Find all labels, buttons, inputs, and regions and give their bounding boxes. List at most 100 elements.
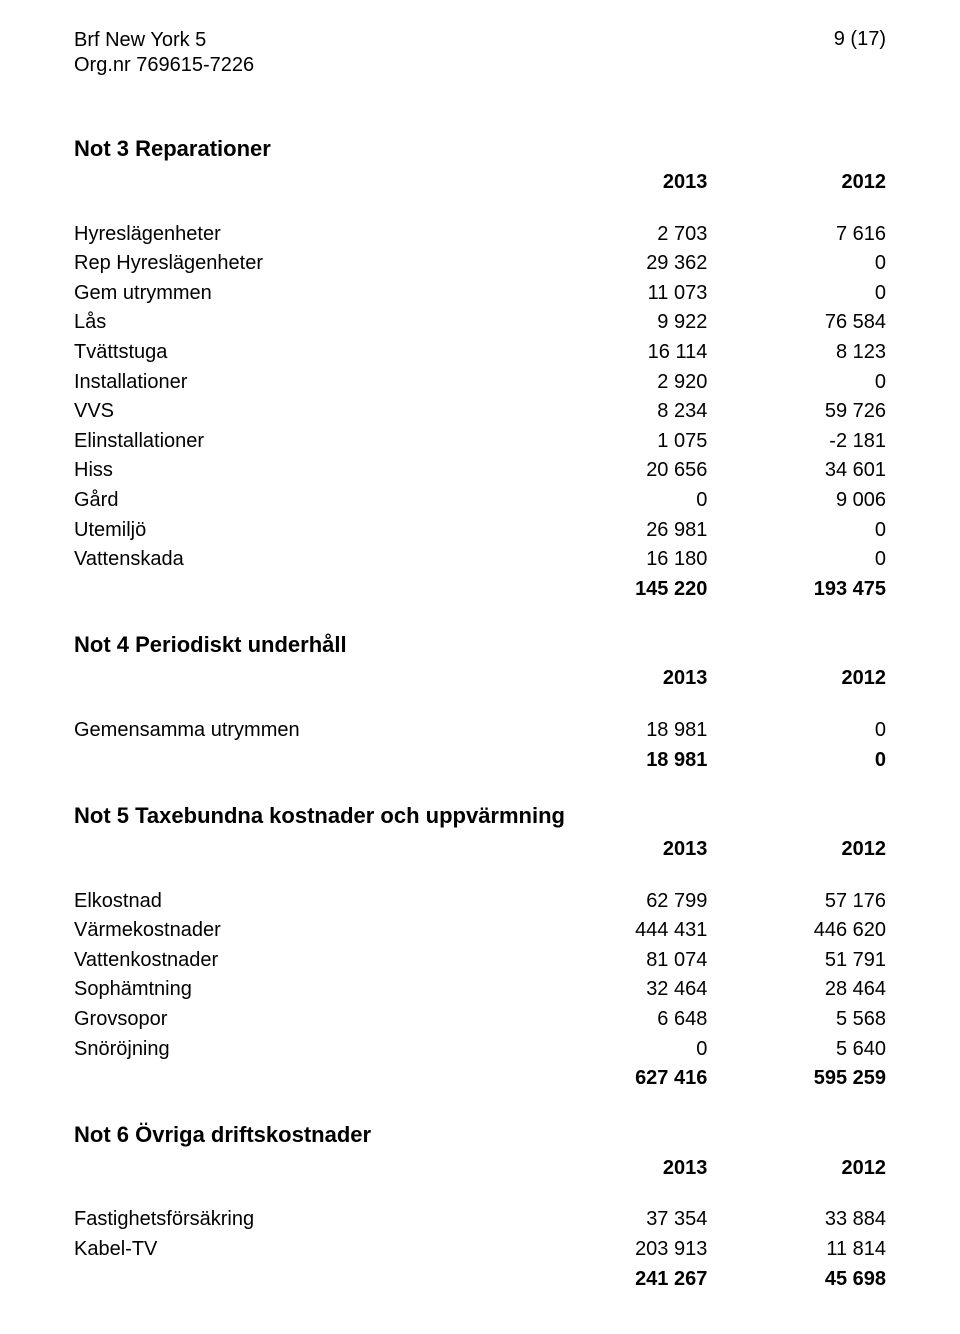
year-col-2: 2012 <box>707 1154 886 1184</box>
table-row: Tvättstuga16 1148 123 <box>74 338 886 368</box>
section-title: Not 5 Taxebundna kostnader och uppvärmni… <box>74 803 886 829</box>
row-value-1: 29 362 <box>529 249 708 279</box>
section-title: Not 3 Reparationer <box>74 136 886 162</box>
row-value-1: 18 981 <box>529 716 708 746</box>
table-row: Utemiljö26 9810 <box>74 516 886 546</box>
org-number: Org.nr 769615-7226 <box>74 53 254 78</box>
table-row: Grovsopor6 6485 568 <box>74 1005 886 1035</box>
row-label: Utemiljö <box>74 516 529 546</box>
row-value-1: 32 464 <box>529 975 708 1005</box>
table-row: VVS8 23459 726 <box>74 397 886 427</box>
empty-cell <box>74 1265 529 1295</box>
total-value-1: 241 267 <box>529 1265 708 1295</box>
table-total-row: 18 9810 <box>74 746 886 776</box>
sections-host: Not 3 Reparationer20132012Hyreslägenhete… <box>74 136 886 1294</box>
table-row: Vattenskada16 1800 <box>74 545 886 575</box>
row-label: Elinstallationer <box>74 427 529 457</box>
year-col-2: 2012 <box>707 168 886 198</box>
year-col-1: 2013 <box>529 664 708 694</box>
section-gap <box>74 775 886 803</box>
row-value-2: 5 568 <box>707 1005 886 1035</box>
company-name: Brf New York 5 <box>74 28 254 53</box>
row-value-1: 8 234 <box>529 397 708 427</box>
table-row: Gem utrymmen11 0730 <box>74 279 886 309</box>
row-value-2: 0 <box>707 545 886 575</box>
financial-table: 20132012Elkostnad62 79957 176Värmekostna… <box>74 835 886 1094</box>
row-label: Rep Hyreslägenheter <box>74 249 529 279</box>
row-value-2: 57 176 <box>707 887 886 917</box>
row-label: Hyreslägenheter <box>74 220 529 250</box>
row-value-2: 28 464 <box>707 975 886 1005</box>
section-title: Not 6 Övriga driftskostnader <box>74 1122 886 1148</box>
row-value-1: 26 981 <box>529 516 708 546</box>
table-years-row: 20132012 <box>74 664 886 694</box>
section-gap <box>74 604 886 632</box>
row-label: Gemensamma utrymmen <box>74 716 529 746</box>
table-total-row: 627 416595 259 <box>74 1064 886 1094</box>
row-value-2: 5 640 <box>707 1035 886 1065</box>
row-value-1: 0 <box>529 1035 708 1065</box>
row-label: Gem utrymmen <box>74 279 529 309</box>
row-value-1: 16 114 <box>529 338 708 368</box>
empty-cell <box>74 664 529 694</box>
table-row: Rep Hyreslägenheter29 3620 <box>74 249 886 279</box>
row-value-2: 8 123 <box>707 338 886 368</box>
empty-cell <box>74 168 529 198</box>
row-label: Kabel-TV <box>74 1235 529 1265</box>
financial-table: 20132012Hyreslägenheter2 7037 616Rep Hyr… <box>74 168 886 604</box>
header-left: Brf New York 5 Org.nr 769615-7226 <box>74 28 254 78</box>
page-number: 9 (17) <box>834 28 886 51</box>
total-value-1: 18 981 <box>529 746 708 776</box>
row-value-2: 34 601 <box>707 456 886 486</box>
spacer-row <box>74 1183 886 1205</box>
total-value-2: 0 <box>707 746 886 776</box>
page-header: Brf New York 5 Org.nr 769615-7226 9 (17) <box>74 28 886 78</box>
row-label: Snöröjning <box>74 1035 529 1065</box>
spacer-row <box>74 865 886 887</box>
empty-cell <box>74 1154 529 1184</box>
spacer-row <box>74 198 886 220</box>
total-value-2: 193 475 <box>707 575 886 605</box>
row-value-1: 9 922 <box>529 308 708 338</box>
row-label: Värmekostnader <box>74 916 529 946</box>
row-value-1: 2 920 <box>529 368 708 398</box>
row-value-1: 11 073 <box>529 279 708 309</box>
page: Brf New York 5 Org.nr 769615-7226 9 (17)… <box>0 0 960 1334</box>
row-label: Sophämtning <box>74 975 529 1005</box>
row-label: VVS <box>74 397 529 427</box>
table-years-row: 20132012 <box>74 168 886 198</box>
row-value-2: 59 726 <box>707 397 886 427</box>
table-row: Hiss20 65634 601 <box>74 456 886 486</box>
total-value-1: 627 416 <box>529 1064 708 1094</box>
row-value-2: 446 620 <box>707 916 886 946</box>
row-label: Hiss <box>74 456 529 486</box>
row-label: Vattenskada <box>74 545 529 575</box>
total-value-2: 45 698 <box>707 1265 886 1295</box>
table-row: Kabel-TV203 91311 814 <box>74 1235 886 1265</box>
row-value-2: 51 791 <box>707 946 886 976</box>
row-value-1: 62 799 <box>529 887 708 917</box>
year-col-1: 2013 <box>529 1154 708 1184</box>
year-col-1: 2013 <box>529 168 708 198</box>
year-col-1: 2013 <box>529 835 708 865</box>
row-value-1: 81 074 <box>529 946 708 976</box>
table-row: Snöröjning05 640 <box>74 1035 886 1065</box>
row-value-2: 0 <box>707 516 886 546</box>
row-value-1: 2 703 <box>529 220 708 250</box>
row-label: Grovsopor <box>74 1005 529 1035</box>
row-value-2: 0 <box>707 279 886 309</box>
row-value-1: 16 180 <box>529 545 708 575</box>
row-value-1: 20 656 <box>529 456 708 486</box>
section-title: Not 4 Periodiskt underhåll <box>74 632 886 658</box>
row-value-2: 0 <box>707 249 886 279</box>
total-value-2: 595 259 <box>707 1064 886 1094</box>
table-row: Vattenkostnader81 07451 791 <box>74 946 886 976</box>
row-label: Tvättstuga <box>74 338 529 368</box>
row-value-2: 0 <box>707 716 886 746</box>
table-row: Lås9 92276 584 <box>74 308 886 338</box>
financial-table: 20132012Fastighetsförsäkring37 35433 884… <box>74 1154 886 1294</box>
row-label: Elkostnad <box>74 887 529 917</box>
row-value-2: 7 616 <box>707 220 886 250</box>
table-row: Installationer2 9200 <box>74 368 886 398</box>
row-label: Lås <box>74 308 529 338</box>
